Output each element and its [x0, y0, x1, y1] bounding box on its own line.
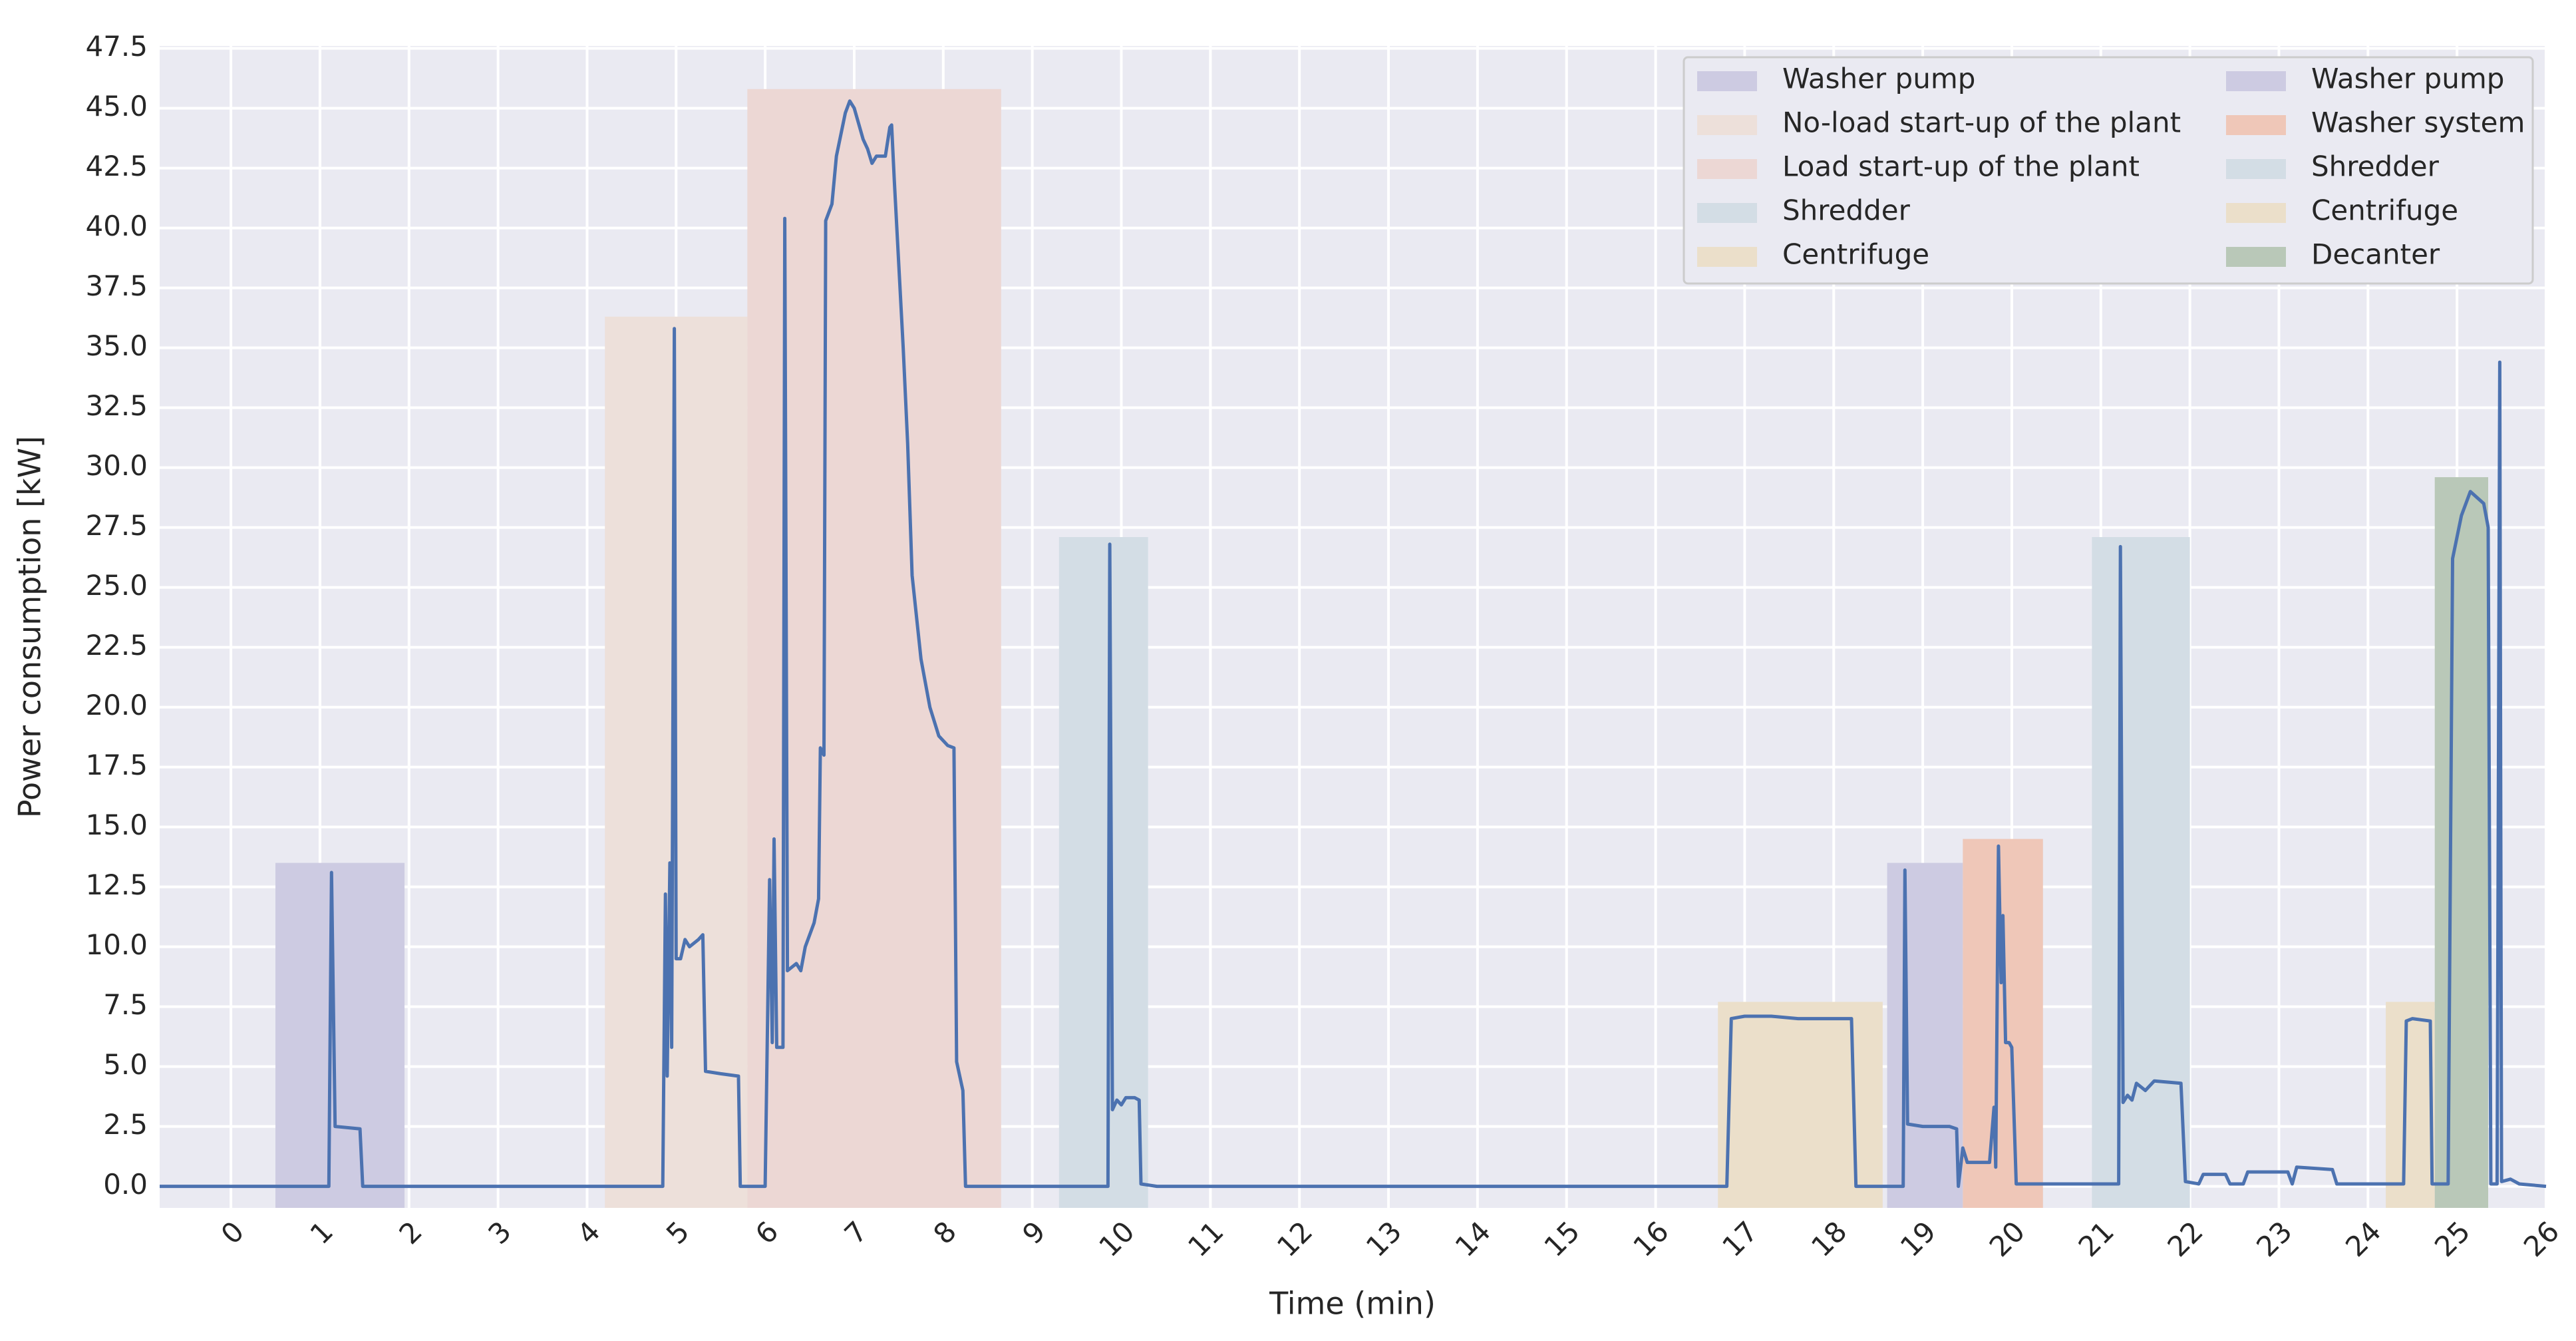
legend-swatch	[2226, 247, 2286, 267]
x-tick-label: 5	[660, 1215, 696, 1251]
span	[2386, 1002, 2435, 1208]
y-tick-label: 10.0	[85, 928, 148, 961]
legend-swatch	[2226, 71, 2286, 91]
legend-label: Centrifuge	[1782, 238, 1929, 271]
x-axis-label: Time (min)	[1269, 1286, 1436, 1322]
y-tick-label: 40.0	[85, 210, 148, 242]
legend-label: Load start-up of the plant	[1782, 150, 2140, 183]
x-tick-label: 24	[2339, 1215, 2387, 1263]
x-tick-label: 14	[1449, 1215, 1497, 1263]
x-tick-label: 20	[1983, 1215, 2031, 1263]
legend-swatch	[2226, 115, 2286, 135]
y-tick-label: 22.5	[85, 629, 148, 662]
span	[1058, 537, 1148, 1208]
span	[2092, 537, 2190, 1208]
y-tick-label: 42.5	[85, 150, 148, 182]
legend-swatch	[2226, 159, 2286, 179]
x-tick-label: 11	[1182, 1215, 1229, 1263]
x-tick-label: 22	[2161, 1215, 2209, 1263]
legend: Washer pump No-load start-up of the plant…	[1683, 56, 2534, 285]
power-line	[160, 99, 2547, 1189]
x-tick-label: 25	[2428, 1215, 2476, 1263]
legend-label: Washer pump	[1782, 63, 1975, 95]
x-tick-label: 12	[1271, 1215, 1319, 1263]
legend-swatch	[1697, 71, 1757, 91]
span	[1887, 862, 1963, 1208]
x-tick-label: 21	[2072, 1215, 2120, 1263]
y-tick-label: 27.5	[85, 509, 148, 542]
legend-label: Centrifuge	[2311, 194, 2458, 227]
x-tick-label: 13	[1360, 1215, 1408, 1263]
legend-label: Shredder	[2311, 150, 2440, 183]
x-tick-label: 7	[838, 1215, 874, 1251]
x-tick-label: 2	[393, 1215, 428, 1251]
y-tick-label: 5.0	[103, 1048, 148, 1081]
y-tick-label: 12.5	[85, 868, 148, 901]
x-tick-label: 23	[2250, 1215, 2298, 1263]
y-tick-label: 35.0	[85, 329, 148, 362]
y-tick-label: 17.5	[85, 749, 148, 781]
span	[1963, 839, 2043, 1208]
legend-swatch	[1697, 203, 1757, 223]
y-tick-label: 37.5	[85, 270, 148, 302]
legend-label: Washer system	[2311, 106, 2525, 139]
x-tick-label: 18	[1805, 1215, 1853, 1263]
y-tick-label: 15.0	[85, 809, 148, 841]
legend-label: Decanter	[2311, 238, 2440, 271]
y-tick-label: 2.5	[103, 1108, 148, 1141]
y-tick-label: 30.0	[85, 449, 148, 482]
x-tick-label: 10	[1092, 1215, 1140, 1263]
x-tick-label: 26	[2517, 1215, 2565, 1263]
x-tick-label: 4	[571, 1215, 607, 1251]
y-tick-label: 45.0	[85, 90, 148, 122]
x-tick-label: 3	[482, 1215, 518, 1251]
x-tick-label: 1	[304, 1215, 340, 1251]
y-tick-label: 20.0	[85, 689, 148, 721]
x-tick-label: 8	[927, 1215, 963, 1251]
x-tick-label: 17	[1716, 1215, 1764, 1263]
y-tick-label: 32.5	[85, 389, 148, 422]
legend-swatch	[2226, 203, 2286, 223]
legend-box	[1683, 56, 2534, 285]
legend-swatch	[1697, 115, 1757, 135]
x-tick-label: 19	[1894, 1215, 1942, 1263]
x-tick-label: 16	[1627, 1215, 1675, 1263]
x-tick-label: 15	[1537, 1215, 1585, 1263]
legend-label: No-load start-up of the plant	[1782, 106, 2181, 139]
y-tick-label: 25.0	[85, 569, 148, 602]
x-tick-label: 9	[1016, 1215, 1052, 1251]
span	[2434, 477, 2489, 1208]
span	[275, 862, 405, 1208]
legend-label: Washer pump	[2311, 63, 2504, 95]
x-tick-label: 0	[215, 1215, 251, 1251]
y-tick-label: 7.5	[103, 988, 148, 1021]
span	[747, 89, 1001, 1208]
legend-label: Shredder	[1782, 194, 1911, 227]
y-tick-label: 0.0	[103, 1168, 148, 1201]
span	[1718, 1002, 1883, 1208]
legend-swatch	[1697, 247, 1757, 267]
y-tick-label: 47.5	[85, 30, 148, 63]
x-tick-label: 6	[749, 1215, 785, 1251]
y-axis-label: Power consumption [kW]	[12, 436, 48, 818]
legend-swatch	[1697, 159, 1757, 179]
